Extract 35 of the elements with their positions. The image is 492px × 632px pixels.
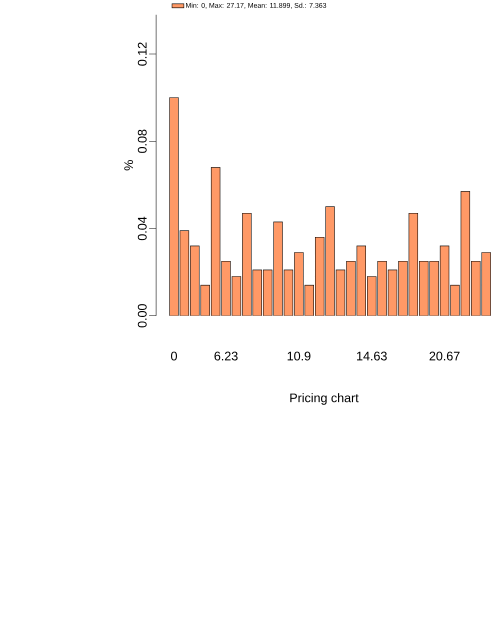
bar <box>460 191 470 316</box>
bar <box>263 270 272 316</box>
y-axis-title: % <box>124 160 134 170</box>
bar <box>242 212 252 316</box>
x-tick-label: 6.23 <box>214 352 238 360</box>
bar <box>346 260 356 316</box>
bar <box>325 206 335 316</box>
bar <box>419 260 428 316</box>
y-tick-label: 0.00 <box>138 304 147 328</box>
y-tick-label: 0.12 <box>138 42 147 66</box>
bar <box>221 260 231 316</box>
bar <box>304 284 314 316</box>
bar <box>377 260 387 316</box>
bar <box>482 252 491 316</box>
bar <box>315 236 324 316</box>
x-tick-label: 20.67 <box>430 352 460 360</box>
bar <box>367 276 376 316</box>
bar <box>169 97 179 316</box>
bar <box>471 260 481 316</box>
x-tick-label: 14.63 <box>357 352 387 360</box>
bar <box>180 230 190 316</box>
bar <box>408 212 418 316</box>
bar <box>273 222 283 316</box>
bar <box>252 270 262 316</box>
bar <box>210 167 220 316</box>
bar <box>200 284 210 316</box>
bar <box>190 246 200 316</box>
bar <box>398 260 408 316</box>
bar <box>356 246 366 316</box>
y-tick-label: 0.08 <box>138 130 147 153</box>
x-tick-label: 0 <box>171 352 178 360</box>
y-tick-label: 0.04 <box>138 216 147 240</box>
x-tick-label: 10.9 <box>288 352 310 360</box>
bar <box>430 260 439 316</box>
x-axis-title: Pricing chart <box>290 393 359 405</box>
